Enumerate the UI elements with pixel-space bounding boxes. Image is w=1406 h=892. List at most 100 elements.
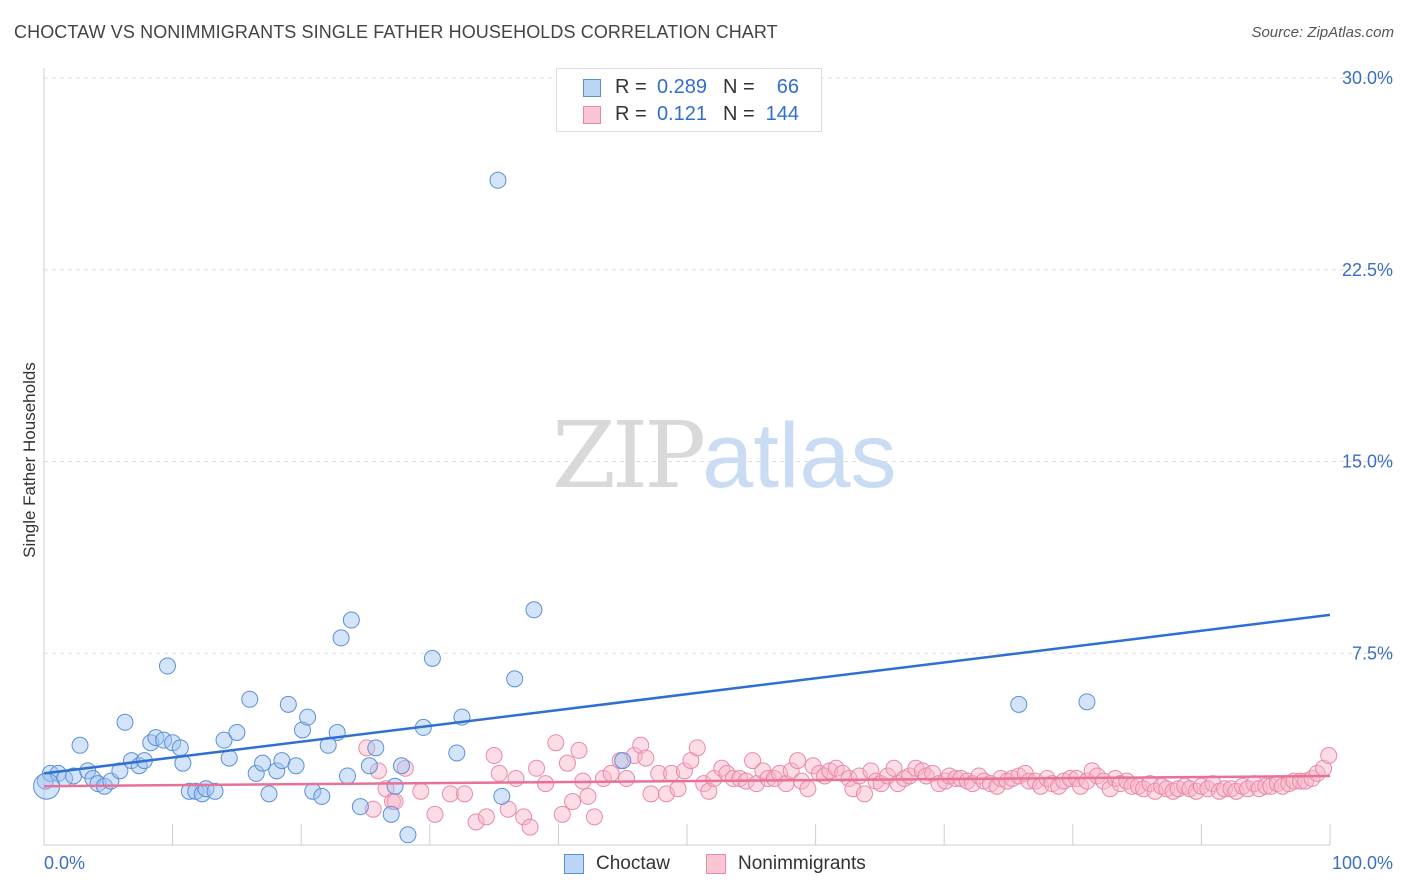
point-choctaw — [493, 787, 511, 805]
point-nonimmigrants — [924, 764, 942, 782]
point-nonimmigrants — [369, 762, 387, 780]
legend-r-label: R = — [615, 76, 647, 98]
trendline-nonimmigrants — [43, 774, 1331, 788]
legend-swatch-nonimmigrants — [583, 106, 601, 124]
point-choctaw — [351, 798, 369, 816]
legend-n-value: 66 — [776, 76, 799, 98]
legend-row-nonimmigrants: R = 0.121 N = 144 — [557, 100, 821, 128]
y-tick-label: 7.5% — [1352, 643, 1393, 663]
point-choctaw — [382, 805, 400, 823]
point-choctaw — [1010, 695, 1028, 713]
point-choctaw — [423, 649, 441, 667]
point-nonimmigrants — [585, 808, 603, 826]
point-choctaw — [313, 787, 331, 805]
legend-swatch-choctaw — [583, 79, 601, 97]
point-nonimmigrants — [537, 775, 555, 793]
point-choctaw — [260, 785, 278, 803]
point-choctaw — [448, 744, 466, 762]
point-nonimmigrants — [570, 741, 588, 759]
point-nonimmigrants — [675, 762, 693, 780]
legend-n-label: N = — [723, 103, 755, 125]
legend-n-value: 144 — [765, 103, 799, 125]
watermark-atlas: atlas — [702, 405, 897, 507]
point-choctaw — [254, 754, 272, 772]
point-nonimmigrants — [688, 739, 706, 757]
watermark-zip: ZIP — [552, 402, 706, 509]
y-axis-label: Single Father Households — [20, 362, 39, 558]
point-choctaw — [614, 752, 632, 770]
point-nonimmigrants — [637, 749, 655, 767]
trendline-choctaw — [43, 613, 1331, 775]
legend-row-choctaw: R = 0.289 N = 66 — [557, 73, 821, 101]
point-nonimmigrants — [618, 770, 636, 788]
point-nonimmigrants — [358, 739, 376, 757]
point-choctaw — [116, 713, 134, 731]
point-nonimmigrants — [579, 787, 597, 805]
point-nonimmigrants — [441, 785, 459, 803]
chart-title: CHOCTAW VS NONIMMIGRANTS SINGLE FATHER H… — [14, 22, 778, 42]
point-nonimmigrants — [789, 752, 807, 770]
point-nonimmigrants — [799, 780, 817, 798]
point-nonimmigrants — [1303, 770, 1321, 788]
point-nonimmigrants — [782, 762, 800, 780]
point-choctaw — [399, 826, 417, 844]
point-choctaw — [506, 670, 524, 688]
point-nonimmigrants — [553, 805, 571, 823]
bottom-legend-swatch-choctaw — [564, 854, 584, 874]
point-choctaw — [342, 611, 360, 629]
y-tick-label: 30.0% — [1342, 68, 1393, 88]
x-tick-label: 100.0% — [1332, 853, 1393, 873]
point-nonimmigrants — [364, 800, 382, 818]
point-nonimmigrants — [485, 747, 503, 765]
bottom-legend-swatch-nonimmigrants — [706, 854, 726, 874]
point-choctaw — [71, 736, 89, 754]
point-nonimmigrants — [521, 818, 539, 836]
point-choctaw — [180, 782, 198, 800]
point-choctaw — [171, 739, 189, 757]
point-choctaw — [393, 757, 411, 775]
point-nonimmigrants — [855, 785, 873, 803]
point-nonimmigrants — [564, 793, 582, 811]
x-tick-label: 0.0% — [44, 853, 85, 873]
point-nonimmigrants — [547, 734, 565, 752]
point-choctaw — [228, 724, 246, 742]
legend-r-value: 0.121 — [656, 103, 707, 125]
point-nonimmigrants — [1320, 747, 1338, 765]
point-nonimmigrants — [713, 759, 731, 777]
source-label: Source: ZipAtlas.com — [1251, 24, 1394, 41]
point-choctaw — [299, 708, 317, 726]
point-choctaw — [386, 777, 404, 795]
point-nonimmigrants — [412, 782, 430, 800]
point-choctaw — [1078, 693, 1096, 711]
point-nonimmigrants — [515, 808, 533, 826]
bottom-legend-label-choctaw: Choctaw — [596, 853, 670, 874]
point-choctaw — [215, 731, 233, 749]
point-choctaw — [273, 752, 291, 770]
stats-legend: R = 0.289 N = 66 R = 0.121 N = 144 — [556, 68, 822, 132]
point-nonimmigrants — [426, 805, 444, 823]
point-nonimmigrants — [700, 782, 718, 800]
point-choctaw — [142, 734, 160, 752]
point-choctaw — [360, 757, 378, 775]
point-nonimmigrants — [558, 754, 576, 772]
point-choctaw — [489, 171, 507, 189]
point-nonimmigrants — [642, 785, 660, 803]
point-nonimmigrants — [467, 813, 485, 831]
point-choctaw — [247, 764, 265, 782]
point-nonimmigrants — [386, 793, 404, 811]
point-choctaw — [332, 629, 350, 647]
y-tick-label: 22.5% — [1342, 260, 1393, 280]
point-choctaw — [241, 690, 259, 708]
legend-n-label: N = — [723, 76, 755, 98]
point-nonimmigrants — [810, 764, 828, 782]
point-choctaw — [287, 757, 305, 775]
legend-r-label: R = — [615, 103, 647, 125]
point-nonimmigrants — [632, 736, 650, 754]
point-nonimmigrants — [528, 759, 546, 777]
point-choctaw — [293, 721, 311, 739]
point-nonimmigrants — [744, 752, 762, 770]
point-choctaw — [206, 782, 224, 800]
point-choctaw — [158, 657, 176, 675]
point-nonimmigrants — [1101, 780, 1119, 798]
